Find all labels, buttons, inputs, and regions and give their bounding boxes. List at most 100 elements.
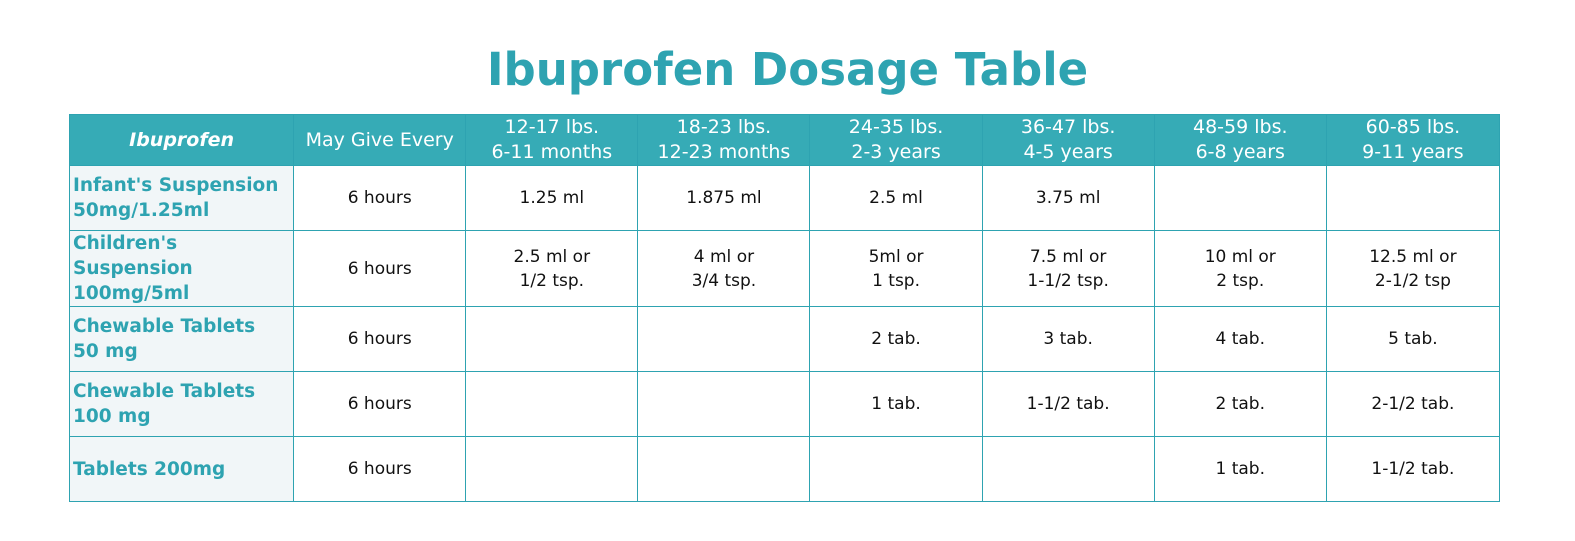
header-weight-group: 24-35 lbs. 2-3 years bbox=[809, 114, 983, 166]
header-weight: 36-47 lbs. bbox=[1020, 116, 1116, 138]
dosage-table: Ibuprofen May Give Every 12-17 lbs. 6-11… bbox=[68, 114, 1501, 502]
header-weight-group: 12-17 lbs. 6-11 months bbox=[465, 114, 639, 166]
row-medication-name: Tablets 200mg bbox=[68, 436, 295, 502]
dose-line: 1 tsp. bbox=[872, 270, 920, 291]
header-age: 6-11 months bbox=[491, 141, 613, 163]
header-weight: 60-85 lbs. bbox=[1365, 116, 1461, 138]
row-medication-name: Chewable Tablets 50 mg bbox=[68, 306, 295, 372]
header-row: Ibuprofen May Give Every 12-17 lbs. 6-11… bbox=[68, 114, 1501, 166]
header-weight-group: 18-23 lbs. 12-23 months bbox=[637, 114, 811, 166]
dose-cell: 3.75 ml bbox=[981, 165, 1155, 231]
header-weight: 48-59 lbs. bbox=[1192, 116, 1288, 138]
dose-line: 3.75 ml bbox=[1035, 188, 1101, 208]
row-frequency: 6 hours bbox=[293, 306, 467, 372]
dose-line: 1/2 tsp. bbox=[519, 270, 585, 291]
dose-cell: 4 ml or 3/4 tsp. bbox=[637, 230, 811, 307]
medication-name-line: 50mg/1.25ml bbox=[73, 200, 210, 221]
dose-cell: 1.25 ml bbox=[465, 165, 639, 231]
dose-cell bbox=[465, 306, 639, 372]
header-weight-group: 36-47 lbs. 4-5 years bbox=[981, 114, 1155, 166]
header-weight-group: 48-59 lbs. 6-8 years bbox=[1153, 114, 1327, 166]
table-row: Children's Suspension 100mg/5ml 6 hours 2.5… bbox=[68, 230, 1501, 307]
medication-name-line: 50 mg bbox=[73, 341, 138, 362]
dose-cell: 1.875 ml bbox=[637, 165, 811, 231]
header-age: 4-5 years bbox=[1023, 141, 1113, 163]
dose-line: 2 tab. bbox=[871, 329, 921, 349]
dose-line: 12.5 ml or bbox=[1369, 246, 1457, 267]
medication-name-line: Tablets 200mg bbox=[73, 458, 226, 480]
dose-line: 4 tab. bbox=[1215, 329, 1266, 349]
dose-cell: 2 tab. bbox=[1153, 371, 1327, 437]
dose-cell: 3 tab. bbox=[981, 306, 1155, 372]
dose-cell bbox=[809, 436, 983, 502]
table-row: Infant's Suspension 50mg/1.25ml 6 hours 1.2… bbox=[68, 165, 1501, 231]
medication-name-line: Infant's Suspension bbox=[73, 175, 279, 196]
dose-cell bbox=[465, 436, 639, 502]
dose-cell bbox=[637, 371, 811, 437]
header-frequency: May Give Every bbox=[293, 114, 467, 166]
row-medication-name: Children's Suspension 100mg/5ml bbox=[68, 230, 295, 307]
medication-name-line: 100mg/5ml bbox=[73, 283, 190, 304]
header-age: 6-8 years bbox=[1195, 141, 1285, 163]
header-age: 12-23 months bbox=[657, 141, 791, 163]
dose-cell: 1-1/2 tab. bbox=[1325, 436, 1501, 502]
dose-line: 5ml or bbox=[868, 246, 924, 267]
dose-cell: 2.5 ml or 1/2 tsp. bbox=[465, 230, 639, 307]
dose-cell: 1 tab. bbox=[809, 371, 983, 437]
header-weight: 24-35 lbs. bbox=[848, 116, 944, 138]
dose-cell bbox=[1325, 165, 1501, 231]
dose-line: 3/4 tsp. bbox=[691, 270, 757, 291]
dose-line: 2 tsp. bbox=[1216, 270, 1265, 291]
dose-cell: 4 tab. bbox=[1153, 306, 1327, 372]
row-medication-name: Infant's Suspension 50mg/1.25ml bbox=[68, 165, 295, 231]
dose-line: 1-1/2 tab. bbox=[1026, 394, 1110, 414]
dose-cell: 1-1/2 tab. bbox=[981, 371, 1155, 437]
dose-line: 5 tab. bbox=[1388, 329, 1438, 349]
table-row: Chewable Tablets 100 mg 6 hours 1 tab. 1-1/2… bbox=[68, 371, 1501, 437]
dose-cell: 10 ml or 2 tsp. bbox=[1153, 230, 1327, 307]
row-frequency: 6 hours bbox=[293, 165, 467, 231]
dose-cell: 5 tab. bbox=[1325, 306, 1501, 372]
dose-cell: 5ml or 1 tsp. bbox=[809, 230, 983, 307]
dose-line: 4 ml or bbox=[693, 246, 755, 267]
dose-line: 1-1/2 tsp. bbox=[1027, 270, 1109, 291]
dose-cell: 12.5 ml or 2-1/2 tsp bbox=[1325, 230, 1501, 307]
medication-name-line: Children's Suspension bbox=[73, 233, 193, 279]
page-title: Ibuprofen Dosage Table bbox=[486, 43, 1089, 96]
dose-cell bbox=[637, 306, 811, 372]
medication-name-line: 100 mg bbox=[73, 406, 151, 427]
dose-line: 1.25 ml bbox=[519, 188, 585, 208]
dose-line: 2.5 ml bbox=[869, 188, 923, 208]
row-frequency: 6 hours bbox=[293, 371, 467, 437]
dose-line: 1-1/2 tab. bbox=[1371, 459, 1455, 479]
header-weight-group: 60-85 lbs. 9-11 years bbox=[1325, 114, 1501, 166]
row-frequency: 6 hours bbox=[293, 436, 467, 502]
dose-line: 1.875 ml bbox=[686, 188, 762, 208]
medication-name-line: Chewable Tablets bbox=[73, 381, 256, 402]
dose-line: 7.5 ml or bbox=[1029, 246, 1107, 267]
dose-cell bbox=[637, 436, 811, 502]
dose-line: 3 tab. bbox=[1043, 329, 1093, 349]
dose-line: 2.5 ml or bbox=[513, 246, 591, 267]
dose-cell bbox=[981, 436, 1155, 502]
dose-line: 10 ml or bbox=[1204, 246, 1276, 267]
header-weight: 18-23 lbs. bbox=[676, 116, 772, 138]
dose-cell bbox=[1153, 165, 1327, 231]
row-medication-name: Chewable Tablets 100 mg bbox=[68, 371, 295, 437]
header-age: 9-11 years bbox=[1362, 141, 1464, 163]
dose-cell: 2 tab. bbox=[809, 306, 983, 372]
dose-cell: 7.5 ml or 1-1/2 tsp. bbox=[981, 230, 1155, 307]
table-body: Infant's Suspension 50mg/1.25ml 6 hours 1.2… bbox=[68, 165, 1501, 502]
table-row: Tablets 200mg 6 hours 1 tab. 1-1/2 tab. bbox=[68, 436, 1501, 502]
dose-cell: 2.5 ml bbox=[809, 165, 983, 231]
dose-cell bbox=[465, 371, 639, 437]
row-frequency: 6 hours bbox=[293, 230, 467, 307]
dose-cell: 1 tab. bbox=[1153, 436, 1327, 502]
dose-line: 2-1/2 tab. bbox=[1371, 394, 1455, 414]
table-row: Chewable Tablets 50 mg 6 hours 2 tab. 3 tab.… bbox=[68, 306, 1501, 372]
dose-cell: 2-1/2 tab. bbox=[1325, 371, 1501, 437]
medication-name-line: Chewable Tablets bbox=[73, 316, 256, 337]
dose-line: 2-1/2 tsp bbox=[1374, 270, 1451, 291]
header-medication: Ibuprofen bbox=[68, 114, 295, 166]
dose-line: 1 tab. bbox=[1215, 459, 1266, 479]
